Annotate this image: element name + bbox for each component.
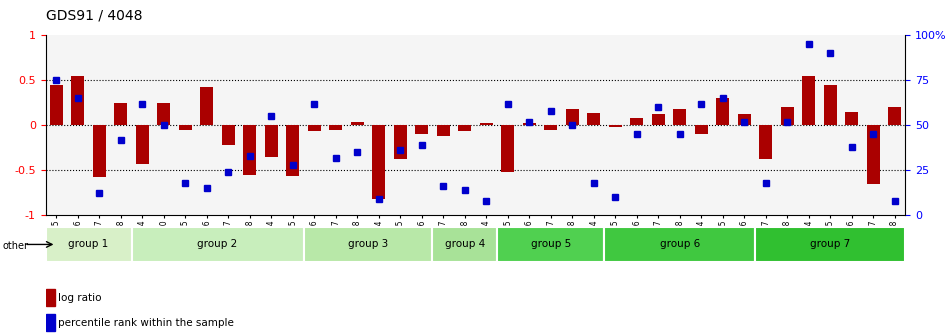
Bar — [286, 125, 299, 176]
Text: group 2: group 2 — [198, 240, 238, 249]
Text: GDS91 / 4048: GDS91 / 4048 — [46, 8, 142, 23]
FancyBboxPatch shape — [432, 227, 497, 262]
Bar — [694, 125, 708, 134]
Bar — [46, 289, 55, 306]
Text: log ratio: log ratio — [58, 293, 102, 303]
Bar — [781, 107, 793, 125]
Bar — [738, 114, 750, 125]
Bar — [114, 103, 127, 125]
Bar — [759, 125, 772, 159]
Bar — [609, 125, 621, 127]
Bar — [458, 125, 471, 131]
Bar — [716, 98, 729, 125]
Bar — [71, 76, 85, 125]
FancyBboxPatch shape — [304, 227, 432, 262]
Text: group 4: group 4 — [445, 240, 484, 249]
Bar — [158, 103, 170, 125]
Bar — [93, 125, 105, 177]
Bar — [46, 314, 55, 331]
Bar — [351, 122, 364, 125]
FancyBboxPatch shape — [755, 227, 905, 262]
Text: group 1: group 1 — [68, 240, 108, 249]
Bar — [866, 125, 880, 183]
Bar — [846, 112, 858, 125]
Bar — [330, 125, 342, 130]
Text: group 7: group 7 — [810, 240, 850, 249]
Bar — [502, 125, 514, 172]
Text: group 3: group 3 — [348, 240, 389, 249]
Bar — [824, 85, 837, 125]
Bar — [372, 125, 385, 199]
Bar — [222, 125, 235, 145]
Bar — [566, 109, 579, 125]
Text: percentile rank within the sample: percentile rank within the sample — [58, 318, 234, 328]
Bar — [200, 87, 213, 125]
Bar — [480, 123, 493, 125]
Text: group 6: group 6 — [659, 240, 700, 249]
FancyBboxPatch shape — [46, 227, 131, 262]
Bar — [652, 114, 665, 125]
Bar — [179, 125, 192, 130]
Bar — [888, 107, 901, 125]
Bar — [522, 123, 536, 125]
Bar — [243, 125, 256, 175]
Bar — [802, 76, 815, 125]
FancyBboxPatch shape — [497, 227, 604, 262]
Bar — [630, 118, 643, 125]
Bar — [674, 109, 686, 125]
Bar — [136, 125, 149, 164]
FancyBboxPatch shape — [604, 227, 755, 262]
FancyBboxPatch shape — [131, 227, 304, 262]
Text: group 5: group 5 — [531, 240, 571, 249]
Bar — [415, 125, 428, 134]
Bar — [394, 125, 407, 159]
Bar — [587, 114, 600, 125]
Bar — [437, 125, 449, 136]
Bar — [308, 125, 321, 131]
Text: other: other — [3, 241, 28, 251]
Bar — [265, 125, 277, 157]
Bar — [50, 85, 63, 125]
Bar — [544, 125, 557, 130]
